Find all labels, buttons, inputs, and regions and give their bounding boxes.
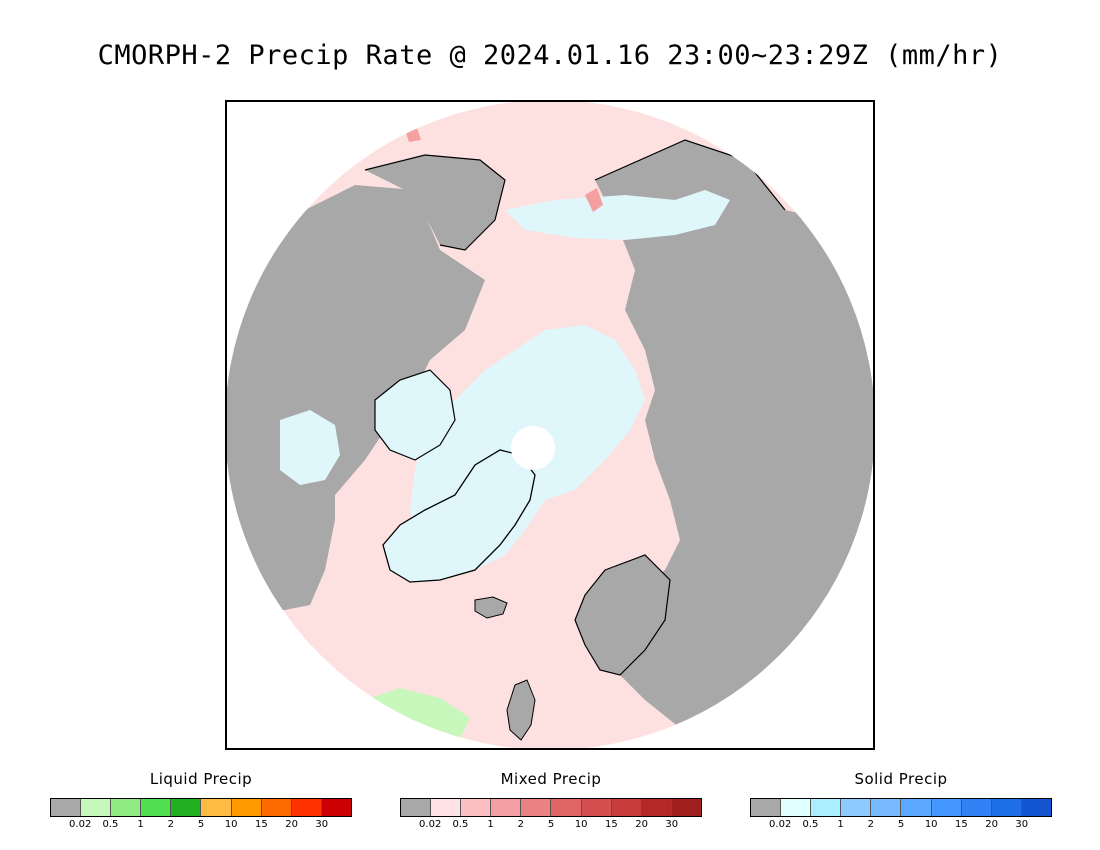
legend-swatch: [751, 799, 782, 816]
siberian-snow-band: [505, 190, 730, 240]
legend-swatch: [491, 799, 522, 816]
legend-tick-label: 0.02: [69, 819, 92, 830]
legend-tick-label: 20: [635, 819, 648, 830]
legend-tick-labels: 0.02 0.5 1 2 5 10 15 20 30: [750, 817, 1052, 831]
legend-swatch: [991, 799, 1022, 816]
legend-swatch: [461, 799, 492, 816]
legend-swatch: [961, 799, 992, 816]
coastline: [364, 139, 786, 676]
legend-tick-label: 15: [255, 819, 268, 830]
archipelago-snow: [375, 370, 455, 460]
legend-swatch: [611, 799, 642, 816]
land-british-isles: [506, 679, 536, 741]
legend-tick-label: 0.5: [102, 819, 119, 830]
legend-title: Solid Precip: [854, 770, 948, 788]
legend-swatch: [871, 799, 902, 816]
legend-swatch: [811, 799, 842, 816]
legend-tick-label: 5: [197, 819, 205, 830]
polar-precip-map: [227, 102, 873, 748]
legend-liquid-precip: Liquid Precip 0.02 0.5 1 2 5 10 15 20 30: [50, 770, 352, 831]
legend-tick-label: 10: [574, 819, 588, 830]
legend-tick-label: 30: [665, 819, 679, 830]
legend-swatch: [291, 799, 322, 816]
legend-swatch: [551, 799, 582, 816]
legend-tick-label: 30: [1015, 819, 1029, 830]
legend-swatch: [81, 799, 112, 816]
legend-tick-label: 30: [315, 819, 329, 830]
legend-color-bar: [400, 798, 702, 817]
legend-swatch: [841, 799, 872, 816]
legend-swatch: [581, 799, 612, 816]
mixed-precip-patch: [585, 188, 603, 212]
legend-tick-label: 2: [167, 819, 174, 830]
legend-swatch: [931, 799, 962, 816]
legend-tick-label: 0.02: [419, 819, 442, 830]
legend-swatch: [401, 799, 432, 816]
map-panel: [225, 100, 875, 750]
legend-swatch: [171, 799, 202, 816]
legend-swatch: [641, 799, 672, 816]
land-scandinavia: [575, 555, 670, 675]
legend-title: Mixed Precip: [500, 770, 602, 788]
legend-tick-labels: 0.02 0.5 1 2 5 10 15 20 30: [400, 817, 702, 831]
legend-tick-labels: 0.02 0.5 1 2 5 10 15 20 30: [50, 817, 352, 831]
pole-data-gap: [511, 426, 555, 470]
legend-swatch: [51, 799, 82, 816]
legend-swatch: [781, 799, 812, 816]
legend-color-bar: [50, 798, 352, 817]
legend-tick-label: 1: [137, 819, 144, 830]
land-iceland: [474, 596, 508, 619]
legend-solid-precip: Solid Precip 0.02 0.5 1 2 5 10 15 20 30: [750, 770, 1052, 831]
legend-mixed-precip: Mixed Precip 0.02 0.5 1 2 5 10 15 20 30: [400, 770, 702, 831]
legend-tick-label: 5: [547, 819, 555, 830]
legend-tick-label: 0.5: [452, 819, 469, 830]
legend-swatch: [261, 799, 292, 816]
legend-tick-label: 1: [837, 819, 844, 830]
map-title: CMORPH-2 Precip Rate @ 2024.01.16 23:00~…: [97, 40, 1003, 71]
legend-swatch: [201, 799, 232, 816]
legend-swatch: [111, 799, 142, 816]
legend-tick-label: 10: [224, 819, 238, 830]
legend-swatch: [141, 799, 172, 816]
legend-swatch: [901, 799, 932, 816]
legend-tick-label: 15: [605, 819, 618, 830]
legend-swatch: [521, 799, 552, 816]
legend-tick-label: 2: [517, 819, 524, 830]
legend-tick-label: 0.02: [769, 819, 792, 830]
legend-swatch: [671, 799, 701, 816]
legend-tick-label: 1: [487, 819, 494, 830]
legend-swatch: [431, 799, 462, 816]
legend-title: Liquid Precip: [149, 770, 253, 788]
land-north-america: [227, 185, 485, 610]
legend-tick-label: 10: [924, 819, 938, 830]
legend-tick-label: 20: [285, 819, 298, 830]
legend-swatch: [231, 799, 262, 816]
legend-color-bar: [750, 798, 1052, 817]
legend-swatch: [1021, 799, 1051, 816]
legend-swatch: [321, 799, 351, 816]
land-greenland: [382, 449, 536, 583]
legend-tick-label: 2: [867, 819, 874, 830]
hudson-bay-snow: [280, 410, 340, 485]
legend-tick-label: 15: [955, 819, 968, 830]
land-alaska: [365, 155, 505, 250]
legend-tick-label: 20: [985, 819, 998, 830]
legend-tick-label: 5: [897, 819, 905, 830]
legend-tick-label: 0.5: [802, 819, 819, 830]
